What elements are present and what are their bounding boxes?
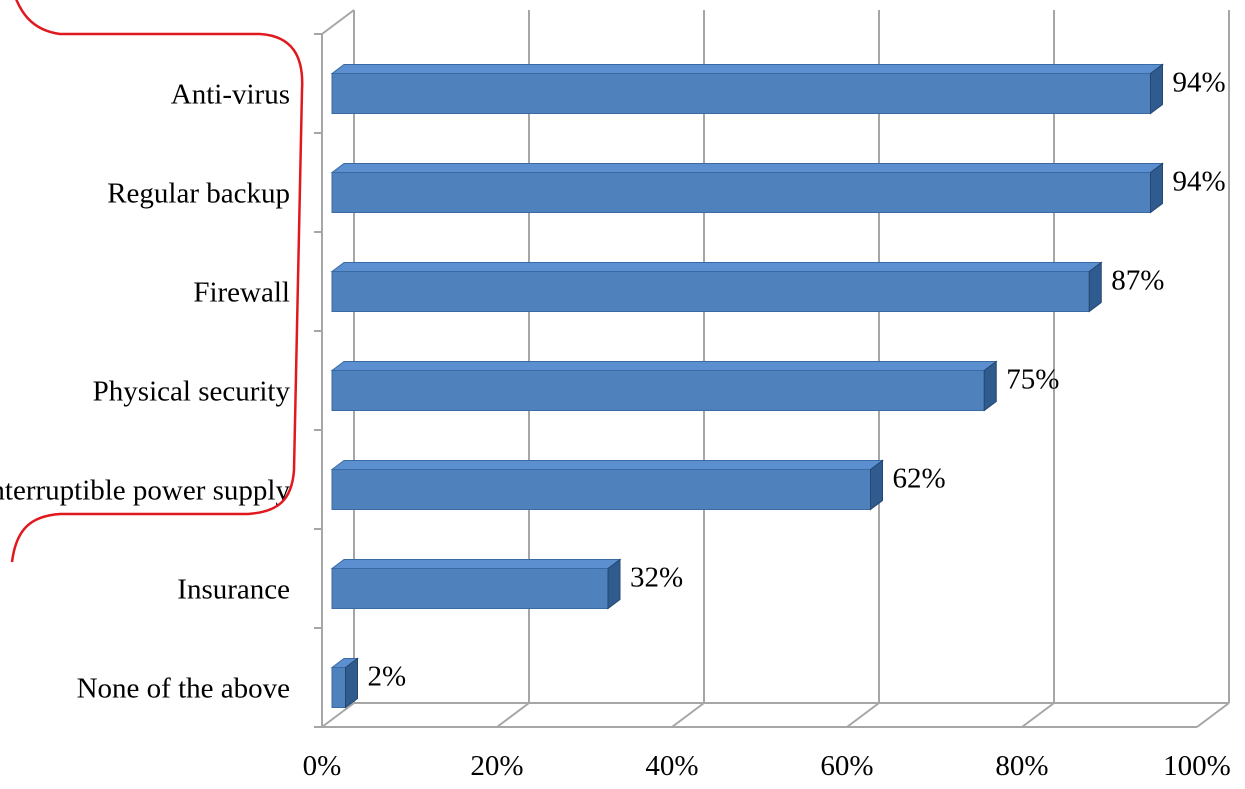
x-tick-label: 100% (1163, 750, 1231, 782)
bar-side (345, 657, 358, 709)
floor-gridline (496, 702, 530, 728)
bar (330, 657, 359, 709)
floor-gridline (846, 702, 880, 728)
bar-top (330, 460, 884, 470)
bars (330, 63, 1164, 709)
bar-front (331, 469, 871, 510)
x-tick-label: 20% (470, 750, 523, 782)
x-tick-label: 40% (645, 750, 698, 782)
bar (330, 261, 1103, 313)
category-label: Uninterruptible power supply (0, 475, 290, 507)
bar (330, 558, 622, 610)
bar-side (870, 459, 883, 511)
floor-gridline (1196, 702, 1230, 728)
floor-gridline (321, 702, 355, 728)
category-label: None of the above (77, 673, 290, 705)
labels: 0% 20% 40% 60% 80% 100% Anti-virus 94% Regular b… (0, 67, 1231, 783)
bar-top (330, 64, 1164, 74)
data-label: 75% (1006, 364, 1059, 396)
data-label: 94% (1173, 67, 1226, 99)
bar (330, 63, 1164, 115)
bar-top (330, 262, 1103, 272)
x-tick-label: 0% (303, 750, 342, 782)
category-label: Anti-virus (171, 79, 290, 111)
bar-side (607, 558, 621, 610)
data-label: 32% (630, 562, 683, 594)
floor-gridline (1021, 702, 1055, 728)
bar-side (1150, 63, 1163, 115)
bar-side (983, 360, 997, 412)
red-bracket-path (10, 0, 304, 563)
x-tick-label: 60% (820, 750, 873, 782)
annotation-bracket (10, 0, 304, 563)
bar-front (331, 370, 985, 411)
data-label: 94% (1173, 166, 1226, 198)
bar (330, 459, 884, 511)
bar-front (331, 271, 1090, 312)
category-label: Regular backup (107, 178, 290, 210)
bar-top (330, 559, 622, 569)
bar-front (331, 172, 1151, 213)
bar-top (330, 163, 1164, 173)
bar-top (330, 361, 998, 371)
bar (330, 162, 1164, 214)
category-label: Physical security (93, 376, 291, 408)
bar-front (331, 568, 609, 609)
bar-front (331, 667, 346, 708)
floor-gridline (671, 702, 705, 728)
bar (330, 360, 998, 412)
bar-side (1088, 261, 1102, 313)
bar-side (1150, 162, 1163, 214)
category-label: Insurance (177, 574, 290, 606)
data-label: 62% (893, 463, 946, 495)
wall-top-edge (321, 9, 355, 35)
bar-front (331, 73, 1151, 114)
x-tick-label: 80% (995, 750, 1048, 782)
data-label: 2% (368, 661, 407, 693)
category-label: Firewall (193, 277, 290, 309)
data-label: 87% (1111, 265, 1164, 297)
